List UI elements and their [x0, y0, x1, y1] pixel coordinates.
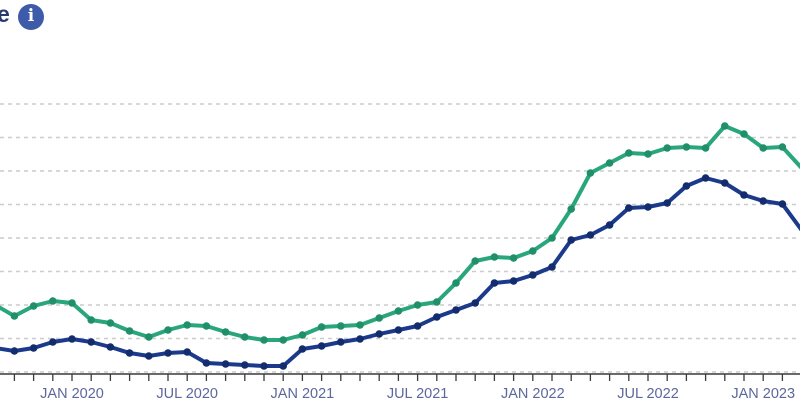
navy-series-point[interactable] — [241, 361, 249, 369]
green-series-point[interactable] — [471, 257, 480, 265]
green-series-point[interactable] — [298, 331, 307, 339]
green-series-point[interactable] — [260, 336, 268, 344]
green-series-point[interactable] — [375, 314, 384, 322]
green-series-point[interactable] — [509, 254, 518, 262]
green-series-point[interactable] — [625, 149, 633, 157]
green-series-point[interactable] — [721, 122, 729, 130]
green-series-point[interactable] — [10, 312, 19, 320]
navy-series-point[interactable] — [605, 221, 614, 229]
green-series-point[interactable] — [337, 322, 345, 330]
green-series-point[interactable] — [317, 323, 326, 331]
green-series-point[interactable] — [279, 336, 288, 344]
green-series-point[interactable] — [529, 247, 537, 255]
navy-series-point[interactable] — [125, 349, 134, 357]
green-series-point[interactable] — [125, 327, 134, 335]
navy-series-point[interactable] — [433, 313, 441, 321]
navy-series-point[interactable] — [260, 362, 268, 370]
green-series-point[interactable] — [644, 150, 652, 158]
navy-series-point[interactable] — [529, 271, 537, 279]
navy-series-point[interactable] — [663, 199, 671, 207]
x-tick-label: JAN 2023 — [731, 386, 795, 402]
green-series-point[interactable] — [682, 143, 691, 151]
green-series-point[interactable] — [356, 321, 364, 329]
x-tick-label: JUL 2021 — [387, 386, 449, 402]
navy-series-point[interactable] — [29, 344, 38, 352]
navy-series-point[interactable] — [471, 299, 480, 307]
navy-series-point[interactable] — [202, 359, 211, 367]
navy-series-point[interactable] — [567, 236, 575, 244]
green-series-point[interactable] — [202, 322, 211, 330]
navy-series-point[interactable] — [279, 362, 288, 370]
green-series-point[interactable] — [183, 321, 191, 329]
navy-series-point[interactable] — [337, 338, 345, 346]
x-tick-label: JAN 2020 — [40, 386, 104, 402]
navy-series-point[interactable] — [490, 279, 499, 287]
green-series-point[interactable] — [394, 307, 403, 315]
navy-series-point[interactable] — [183, 348, 191, 356]
navy-series-point[interactable] — [221, 360, 230, 368]
navy-series-point[interactable] — [625, 204, 633, 212]
navy-series-point[interactable] — [317, 342, 326, 350]
navy-series-point[interactable] — [740, 191, 748, 199]
navy-series-point[interactable] — [721, 179, 729, 187]
green-series-point[interactable] — [548, 234, 556, 242]
green-series-point[interactable] — [87, 316, 95, 324]
navy-series-point[interactable] — [10, 347, 19, 355]
green-series-point[interactable] — [452, 279, 460, 287]
green-series-point[interactable] — [586, 169, 595, 177]
navy-series-point[interactable] — [413, 322, 422, 330]
navy-series-point[interactable] — [298, 345, 307, 353]
navy-series-point[interactable] — [356, 335, 364, 343]
navy-series-point[interactable] — [145, 352, 153, 360]
green-series-point[interactable] — [145, 333, 153, 341]
green-series-point[interactable] — [68, 299, 76, 307]
info-icon-glyph: i — [27, 5, 35, 26]
green-series-point[interactable] — [241, 333, 249, 341]
x-tick-label: JAN 2022 — [501, 386, 565, 402]
navy-series-point[interactable] — [586, 231, 595, 239]
x-tick-label: JAN 2021 — [271, 386, 335, 402]
x-tick-label: JUL 2022 — [617, 386, 679, 402]
green-series-point[interactable] — [164, 326, 172, 334]
navy-series-point[interactable] — [509, 277, 518, 285]
navy-series-point[interactable] — [164, 349, 172, 357]
green-series-point[interactable] — [759, 144, 767, 152]
green-series-point[interactable] — [413, 301, 422, 309]
navy-series-point[interactable] — [452, 306, 460, 314]
navy-series-point[interactable] — [701, 174, 710, 182]
navy-series-point[interactable] — [778, 200, 787, 208]
navy-series-point[interactable] — [106, 343, 115, 351]
green-series-point[interactable] — [567, 205, 575, 213]
green-series-point[interactable] — [106, 319, 115, 327]
green-series-point[interactable] — [701, 144, 710, 152]
green-series-point[interactable] — [221, 328, 230, 336]
navy-series-point[interactable] — [394, 326, 403, 334]
green-series-point[interactable] — [433, 298, 441, 306]
navy-series-point[interactable] — [68, 335, 76, 343]
green-series-point[interactable] — [740, 130, 748, 138]
info-icon[interactable]: i — [18, 4, 44, 30]
navy-series-point[interactable] — [87, 338, 95, 346]
green-series-point[interactable] — [49, 297, 57, 305]
x-tick-label: JUL 2020 — [156, 386, 218, 402]
green-series-point[interactable] — [490, 253, 499, 261]
navy-series-point[interactable] — [682, 182, 691, 190]
chart-title-fragment: e — [0, 1, 10, 27]
green-series-point[interactable] — [778, 143, 787, 151]
navy-series-point[interactable] — [759, 197, 767, 205]
navy-series-point[interactable] — [548, 263, 556, 271]
navy-series-point[interactable] — [49, 338, 57, 346]
navy-series-point[interactable] — [375, 330, 384, 338]
green-series-point[interactable] — [663, 144, 671, 152]
green-series-point[interactable] — [605, 159, 614, 167]
navy-series-point[interactable] — [644, 203, 652, 211]
green-series-point[interactable] — [29, 302, 38, 310]
